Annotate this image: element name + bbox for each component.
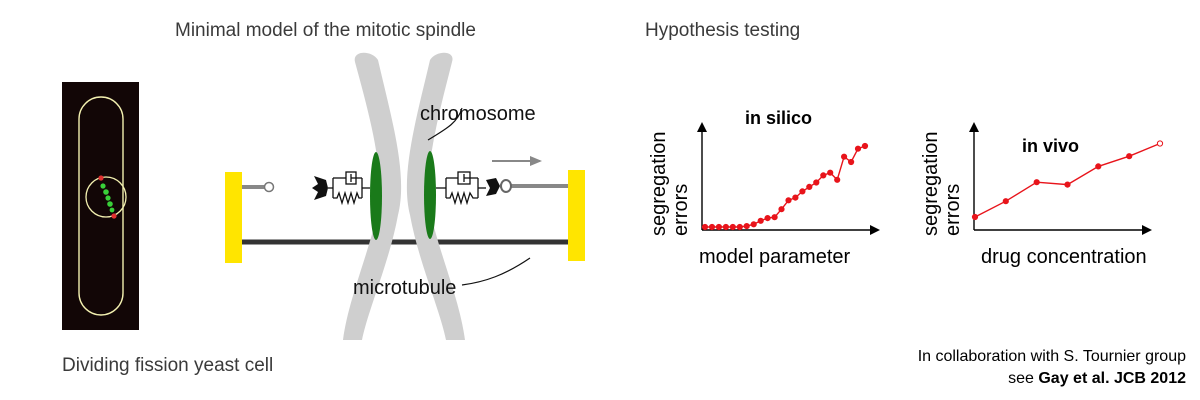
spring-dashpot-right bbox=[436, 171, 486, 206]
in-silico-data-point bbox=[743, 223, 750, 230]
in-silico-data-point bbox=[834, 176, 841, 183]
in-silico-title: in silico bbox=[745, 108, 812, 128]
in-silico-xlabel: model parameter bbox=[699, 246, 851, 268]
in-vivo-data-point bbox=[1002, 198, 1009, 205]
in-silico-data-point bbox=[708, 223, 716, 231]
in-silico-data-point bbox=[820, 172, 827, 179]
model-title: Minimal model of the mitotic spindle bbox=[175, 20, 476, 41]
in-vivo-data-point bbox=[1095, 163, 1102, 170]
in-silico-data-point bbox=[799, 188, 806, 195]
microtubule-tip-left bbox=[263, 181, 275, 193]
in-silico-ylabel-line-1: segregation bbox=[648, 131, 670, 236]
chromosome-label: chromosome bbox=[420, 103, 536, 125]
in-silico-data-point bbox=[841, 153, 848, 160]
in-silico-data-point bbox=[750, 221, 757, 228]
credit-see: see bbox=[1008, 370, 1039, 387]
in-silico-data-point bbox=[715, 223, 723, 231]
in-silico-data-point bbox=[757, 217, 764, 224]
kinetochore-left bbox=[370, 152, 382, 240]
in-silico-data-point bbox=[827, 169, 834, 176]
microtubule-tip-right bbox=[500, 179, 512, 193]
chromatid-left bbox=[343, 52, 402, 340]
spring-dashpot-left bbox=[328, 171, 370, 206]
in-silico-ylabel: segregation errors bbox=[648, 126, 692, 236]
in-silico-data-point bbox=[792, 194, 799, 201]
chromosome-signals bbox=[100, 183, 115, 213]
in-silico-data-point bbox=[848, 158, 855, 166]
in-vivo-ylabel: segregation errors bbox=[920, 126, 964, 236]
in-silico-data-point bbox=[778, 206, 785, 213]
nucleus-outline bbox=[85, 176, 127, 218]
credit-line-2: see Gay et al. JCB 2012 bbox=[918, 368, 1186, 390]
in-silico-plot-area bbox=[701, 142, 869, 231]
in-vivo-data-point bbox=[1033, 179, 1040, 186]
in-silico-data-point bbox=[771, 214, 778, 221]
in-vivo-data-point bbox=[1156, 140, 1164, 147]
hook-left bbox=[312, 176, 328, 200]
cell-outline bbox=[78, 96, 124, 316]
cell-caption: Dividing fission yeast cell bbox=[62, 355, 274, 376]
credit-block: In collaboration with S. Tournier group … bbox=[918, 346, 1186, 390]
spindle-pole-right bbox=[568, 170, 585, 261]
in-silico-series-line bbox=[705, 145, 866, 228]
in-vivo-xlabel: drug concentration bbox=[981, 246, 1147, 268]
microtubule-pointer bbox=[461, 257, 531, 286]
in-silico-data-point bbox=[854, 145, 862, 152]
in-vivo-data-point bbox=[971, 213, 979, 221]
micrograph-background bbox=[62, 82, 139, 330]
microtubule-label: microtubule bbox=[353, 277, 456, 299]
in-silico-ylabel-line-2: errors bbox=[670, 184, 692, 236]
in-silico-data-point bbox=[785, 197, 792, 204]
in-vivo-data-point bbox=[1126, 153, 1133, 160]
in-vivo-data-point bbox=[1064, 181, 1071, 188]
chart-in-vivo: in vivo drug concentration segregation e… bbox=[920, 122, 1164, 268]
in-vivo-plot-area bbox=[971, 140, 1164, 221]
in-vivo-ylabel-line-2: errors bbox=[942, 184, 964, 236]
yeast-cell-image bbox=[62, 82, 139, 330]
kinetochore-right bbox=[424, 151, 436, 239]
in-silico-data-point bbox=[729, 223, 736, 231]
in-silico-data-point bbox=[806, 183, 813, 190]
spindle-model bbox=[225, 52, 585, 340]
in-silico-data-point bbox=[861, 142, 869, 150]
hook-right bbox=[486, 178, 500, 196]
credit-reference: Gay et al. JCB 2012 bbox=[1038, 370, 1186, 387]
in-silico-data-point bbox=[701, 223, 709, 231]
in-silico-data-point bbox=[764, 215, 771, 222]
in-silico-data-point bbox=[813, 179, 820, 186]
chromatid-right bbox=[406, 52, 465, 340]
in-silico-data-point bbox=[736, 223, 743, 231]
spindle-pole-top bbox=[98, 175, 104, 181]
in-silico-data-point bbox=[722, 223, 730, 231]
spindle-pole-bottom bbox=[111, 213, 117, 219]
hypothesis-title: Hypothesis testing bbox=[645, 20, 801, 41]
chromosome-pointer bbox=[427, 107, 463, 141]
in-vivo-title: in vivo bbox=[1022, 136, 1079, 156]
chart-in-silico: in silico model parameter segregation er… bbox=[648, 108, 880, 268]
in-vivo-ylabel-line-1: segregation bbox=[920, 131, 942, 236]
spindle-pole-left bbox=[225, 172, 242, 263]
credit-line-1: In collaboration with S. Tournier group bbox=[917, 348, 1186, 365]
